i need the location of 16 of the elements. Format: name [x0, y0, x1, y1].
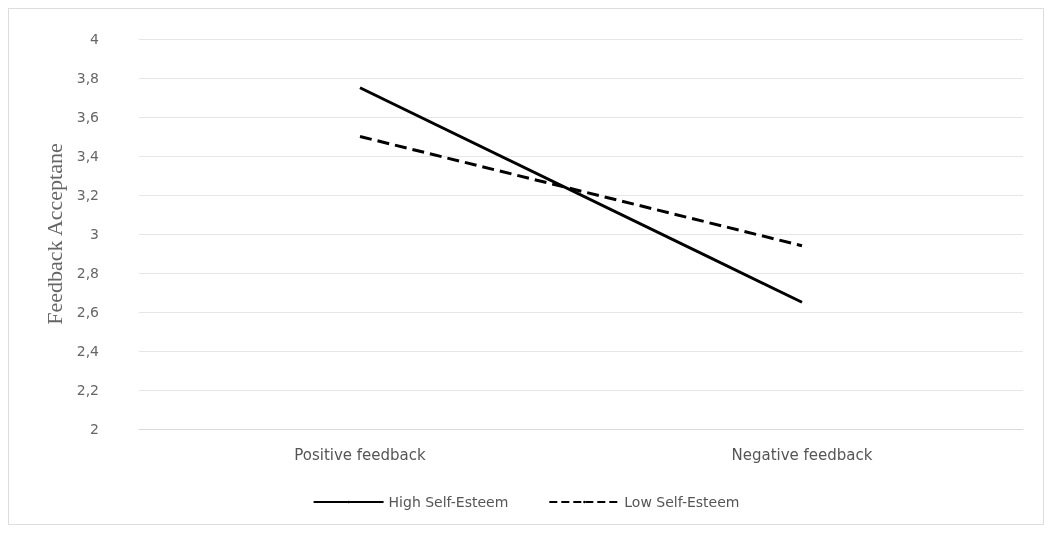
y-tick-label: 2,8: [76, 265, 99, 281]
legend-label: High Self-Esteem: [388, 494, 509, 510]
y-tick-label: 2: [90, 421, 99, 437]
y-tick-label: 4: [90, 31, 100, 47]
x-tick-label: Negative feedback: [731, 445, 873, 464]
x-tick-label: Positive feedback: [294, 445, 427, 464]
y-tick-label: 3,8: [76, 70, 99, 86]
y-tick-label: 3,4: [76, 148, 100, 164]
y-tick-label: 2,4: [76, 343, 100, 359]
y-tick-label: 2,2: [76, 382, 99, 398]
legend-label: Low Self-Esteem: [624, 494, 740, 510]
y-tick-label: 3,2: [76, 187, 99, 203]
y-axis-title: Feedback Acceptane: [42, 143, 68, 325]
y-tick-label: 3: [90, 226, 99, 242]
y-tick-label: 3,6: [76, 109, 100, 125]
y-tick-label: 2,6: [76, 304, 100, 320]
